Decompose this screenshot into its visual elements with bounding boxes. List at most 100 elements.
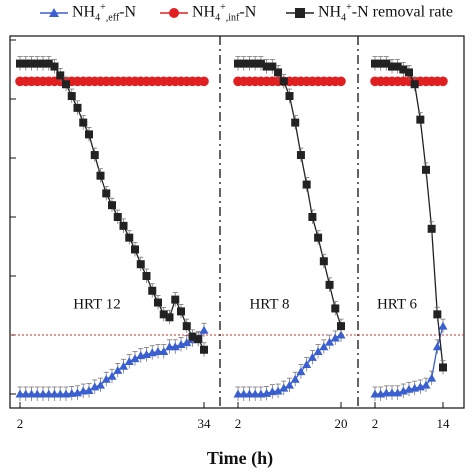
removal-point [251, 59, 260, 68]
removal-point [245, 59, 254, 68]
removal-point [73, 103, 82, 112]
effluent-point [38, 389, 48, 398]
effluent-point [199, 325, 209, 334]
removal-point [427, 224, 436, 233]
removal-point [337, 322, 345, 331]
removal-point [279, 77, 288, 86]
effluent-point [27, 389, 36, 398]
removal-point [371, 59, 379, 68]
removal-point [194, 335, 203, 344]
removal-point [79, 118, 88, 127]
removal-point [262, 62, 271, 71]
removal-point [27, 59, 36, 68]
removal-point [376, 59, 385, 68]
removal-point [416, 115, 425, 124]
legend-influent-superscript: + [220, 2, 226, 13]
removal-point [433, 310, 442, 319]
removal-point [131, 245, 139, 254]
x-tick-label: 2 [17, 416, 24, 431]
panel-label: HRT 12 [73, 296, 121, 312]
influent-point [438, 76, 448, 87]
removal-point [44, 59, 53, 68]
effluent-point [101, 374, 111, 383]
legend-influent-tail: ,inf [225, 12, 240, 24]
removal-point [67, 92, 76, 101]
removal-point [21, 59, 30, 68]
removal-point [285, 92, 294, 101]
removal-point [422, 165, 430, 174]
effluent-point [438, 321, 448, 330]
removal-point [274, 68, 283, 77]
effluent-line-symbol [40, 7, 68, 17]
removal-point [439, 363, 447, 372]
removal-point [119, 221, 128, 230]
effluent-point [50, 389, 59, 398]
effluent-point [21, 389, 31, 398]
effluent-point [84, 385, 94, 394]
removal-point [90, 151, 99, 160]
removal-point [102, 189, 111, 198]
removal-series-line [375, 62, 444, 368]
effluent-point [233, 389, 243, 398]
removal-point [62, 80, 70, 89]
effluent-point [244, 389, 254, 398]
removal-point [165, 313, 174, 322]
legend-item-effluent: NH4+,eff-N [40, 2, 136, 24]
removal-point [33, 59, 42, 68]
effluent-point [432, 342, 442, 351]
effluent-point [170, 342, 180, 351]
removal-point [399, 65, 408, 74]
effluent-point [124, 357, 134, 366]
legend-effluent-subscript: 4 [95, 12, 101, 24]
effluent-point [113, 365, 123, 374]
effluent-point [119, 361, 128, 370]
legend-effluent-tail: ,eff [105, 12, 120, 24]
removal-point [388, 62, 396, 71]
effluent-point [387, 388, 397, 397]
legend: NH4+,eff-N NH4+,inf-N NH4+-N removal rat… [0, 0, 474, 30]
removal-point [50, 62, 59, 71]
removal-point [188, 332, 197, 341]
effluent-point [325, 337, 335, 346]
removal-point [16, 59, 24, 68]
removal-point [308, 213, 317, 221]
effluent-point [182, 338, 192, 347]
effluent-point [427, 373, 437, 382]
removal-point [268, 62, 277, 71]
effluent-point [319, 342, 329, 351]
effluent-point [381, 388, 391, 397]
legend-effluent-species: NH [72, 3, 96, 21]
removal-point [125, 233, 134, 242]
removal-point [291, 118, 300, 127]
panel-label: HRT 8 [249, 296, 289, 312]
removal-point [234, 59, 242, 68]
removal-point [108, 201, 116, 210]
effluent-point [307, 352, 317, 361]
removal-point [142, 272, 151, 280]
legend-removal-species: NH [318, 3, 342, 21]
removal-point [405, 68, 413, 77]
removal-point [331, 304, 340, 313]
effluent-point [130, 354, 140, 363]
legend-influent-subscript: 4 [215, 12, 221, 24]
effluent-point [239, 389, 249, 398]
effluent-point [107, 371, 117, 380]
x-tick-label: 14 [437, 416, 451, 431]
x-axis-label: Time (h) [207, 448, 273, 469]
effluent-point [273, 386, 283, 395]
effluent-point [290, 374, 300, 383]
effluent-point [296, 367, 306, 376]
legend-item-removal: NH4+-N removal rate [286, 2, 453, 24]
effluent-point [250, 389, 260, 398]
removal-point [177, 307, 185, 316]
removal-point [96, 171, 105, 180]
removal-point [410, 80, 419, 89]
removal-point [182, 322, 191, 331]
removal-point [56, 71, 65, 80]
effluent-point [370, 389, 380, 398]
plot-frame [9, 35, 465, 409]
effluent-point [279, 383, 289, 392]
removal-point [200, 345, 208, 354]
removal-point [296, 151, 305, 160]
legend-effluent-rest: -N [119, 3, 137, 21]
